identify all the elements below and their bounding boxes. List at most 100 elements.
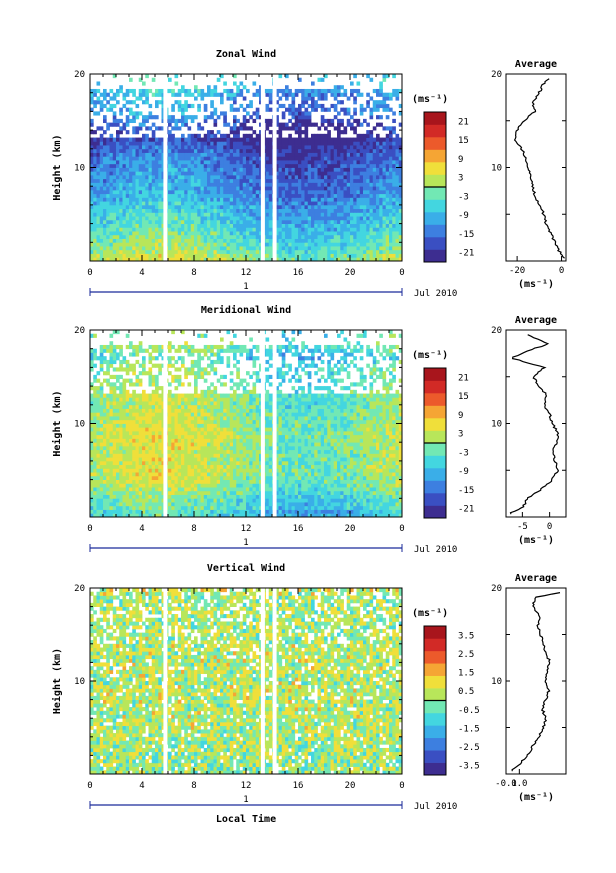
heatmap-cell (129, 171, 133, 176)
heatmap-cell (398, 197, 403, 202)
heatmap-cell (285, 74, 289, 79)
heatmap-cell (249, 167, 253, 172)
heatmap-cell (119, 483, 123, 488)
heatmap-cell (233, 152, 237, 157)
heatmap-cell (197, 487, 201, 492)
heatmap-cell (174, 509, 179, 514)
heatmap-cell (93, 197, 97, 202)
colorbar-tick-label: 3 (458, 174, 463, 184)
heatmap-cell (285, 160, 289, 165)
heatmap-cell (187, 163, 192, 168)
heatmap-cell (265, 242, 270, 247)
heatmap-cell (109, 212, 114, 217)
heatmap-cell (174, 212, 179, 217)
heatmap-cell (294, 219, 299, 224)
heatmap-cell (125, 189, 130, 195)
heatmap-cell (200, 216, 205, 221)
heatmap-cell (337, 257, 341, 262)
heatmap-cell (99, 479, 104, 484)
heatmap-cell (233, 74, 237, 79)
heatmap-cell (389, 133, 393, 138)
heatmap-cell (129, 242, 133, 247)
heatmap-cell (291, 483, 296, 488)
heatmap-cell (223, 115, 227, 120)
heatmap-cell (129, 231, 133, 236)
heatmap-cell (359, 483, 364, 488)
heatmap-cell (346, 219, 351, 224)
heatmap-cell (236, 88, 240, 94)
heatmap-cell (226, 479, 231, 484)
heatmap-cell (103, 186, 107, 191)
heatmap-cell (363, 479, 367, 484)
heatmap-cell (233, 145, 237, 150)
heatmap-cell (93, 204, 97, 210)
heatmap-cell (106, 483, 110, 488)
heatmap-cell (346, 141, 351, 146)
heatmap-cell (385, 148, 390, 153)
heatmap-cell (346, 160, 351, 165)
heatmap-cell (109, 186, 114, 191)
heatmap-cell (343, 197, 348, 202)
heatmap-cell (171, 92, 175, 97)
heatmap-cell (138, 152, 143, 157)
heatmap-cell (207, 487, 211, 492)
heatmap-cell (294, 231, 299, 236)
heatmap-cell (265, 148, 270, 153)
heatmap-cell (151, 122, 156, 127)
heatmap-cell (366, 160, 370, 165)
heatmap-cell (142, 182, 146, 187)
heatmap-cell (281, 513, 286, 518)
heatmap-cell (194, 182, 198, 187)
heatmap-cell (246, 111, 250, 116)
heatmap-cell (210, 193, 214, 198)
heatmap-cell (314, 178, 318, 183)
heatmap-cell (138, 487, 143, 492)
heatmap-cell (138, 111, 143, 116)
heatmap-cell (96, 81, 101, 86)
heatmap-cell (340, 182, 344, 187)
heatmap-cell (314, 201, 318, 206)
heatmap-cell (106, 178, 110, 183)
heatmap-cell (220, 234, 224, 239)
heatmap-cell (379, 227, 383, 232)
heatmap-cell (389, 219, 393, 224)
heatmap-cell (171, 197, 175, 202)
heatmap-cell (372, 227, 377, 232)
heatmap-cell (259, 163, 263, 168)
heatmap-cell (229, 223, 234, 228)
heatmap-cell (275, 186, 279, 191)
heatmap-cell (158, 182, 162, 187)
heatmap-cell (203, 509, 208, 514)
heatmap-cell (369, 174, 374, 180)
heatmap-cell (298, 246, 302, 251)
heatmap-cell (132, 137, 136, 142)
heatmap-cell (353, 498, 357, 503)
heatmap-cell (353, 212, 357, 217)
heatmap-cell (268, 152, 273, 157)
heatmap-cell (385, 208, 390, 213)
heatmap-cell (181, 107, 185, 112)
heatmap-cell (132, 513, 136, 518)
heatmap-cell (314, 483, 318, 488)
heatmap-cell (145, 509, 149, 514)
heatmap-cell (220, 231, 224, 236)
heatmap-cell (317, 212, 322, 217)
heatmap-cell (99, 242, 104, 247)
heatmap-cell (210, 494, 214, 499)
heatmap-cell (155, 234, 159, 239)
heatmap-cell (278, 122, 283, 127)
heatmap-cell (298, 509, 302, 514)
heatmap-cell (346, 156, 351, 161)
heatmap-cell (229, 509, 234, 514)
heatmap-cell (187, 257, 192, 262)
heatmap-cell (372, 189, 377, 195)
heatmap-cell (327, 189, 331, 195)
heatmap-cell (236, 483, 240, 488)
heatmap-cell (119, 216, 123, 221)
heatmap-cell (337, 513, 341, 518)
heatmap-cell (385, 163, 390, 168)
heatmap-cell (155, 156, 159, 161)
heatmap-cell (346, 494, 351, 499)
heatmap-cell (356, 204, 361, 210)
heatmap-cell (203, 178, 208, 183)
